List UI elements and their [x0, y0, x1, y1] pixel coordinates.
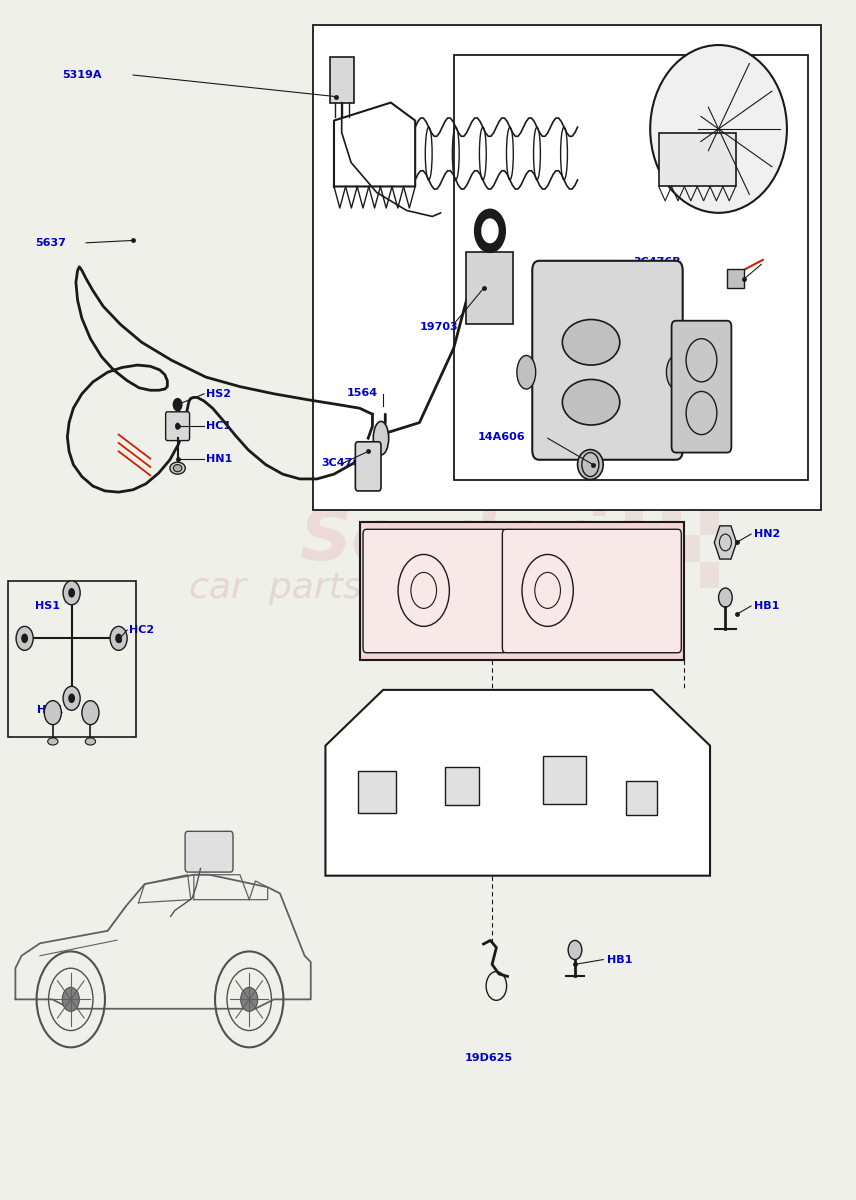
- FancyBboxPatch shape: [502, 529, 681, 653]
- Ellipse shape: [562, 379, 620, 425]
- Ellipse shape: [667, 355, 686, 389]
- Text: 19D625: 19D625: [465, 1052, 513, 1063]
- Circle shape: [82, 701, 99, 725]
- Circle shape: [21, 634, 28, 643]
- Text: car  parts: car parts: [188, 571, 361, 605]
- FancyBboxPatch shape: [363, 529, 506, 653]
- Text: HB1: HB1: [754, 601, 780, 611]
- Polygon shape: [325, 690, 710, 876]
- Text: HN2: HN2: [754, 529, 781, 539]
- Text: 3C476A: 3C476A: [321, 458, 369, 468]
- Circle shape: [241, 988, 258, 1012]
- Ellipse shape: [562, 319, 620, 365]
- Circle shape: [68, 588, 75, 598]
- FancyBboxPatch shape: [355, 442, 381, 491]
- Circle shape: [16, 626, 33, 650]
- Bar: [312, 25, 821, 510]
- Circle shape: [568, 941, 582, 960]
- Bar: [467, 252, 514, 324]
- Circle shape: [63, 581, 80, 605]
- Circle shape: [68, 694, 75, 703]
- FancyBboxPatch shape: [532, 260, 683, 460]
- Bar: [454, 55, 808, 480]
- Polygon shape: [714, 526, 736, 559]
- Text: 5637: 5637: [35, 238, 66, 248]
- Circle shape: [63, 686, 80, 710]
- Bar: [625, 509, 644, 535]
- Bar: [644, 535, 663, 562]
- Circle shape: [718, 588, 732, 607]
- Ellipse shape: [169, 462, 185, 474]
- FancyBboxPatch shape: [185, 832, 233, 872]
- Text: HS2: HS2: [205, 389, 231, 398]
- Circle shape: [45, 701, 62, 725]
- Circle shape: [175, 422, 180, 430]
- Bar: [681, 482, 699, 509]
- Bar: [625, 562, 644, 588]
- Text: HC1: HC1: [205, 421, 231, 431]
- Text: HB1: HB1: [608, 954, 633, 965]
- Ellipse shape: [173, 464, 181, 472]
- Circle shape: [173, 398, 181, 410]
- Text: 19703: 19703: [419, 322, 458, 331]
- Bar: [681, 535, 699, 562]
- Bar: [627, 780, 657, 815]
- Text: 14A606: 14A606: [478, 432, 526, 442]
- Bar: [663, 456, 681, 482]
- Bar: [358, 770, 395, 812]
- Ellipse shape: [578, 450, 603, 480]
- Text: 3C476B: 3C476B: [633, 257, 681, 266]
- Polygon shape: [360, 522, 685, 660]
- Bar: [727, 269, 744, 288]
- Text: HN1: HN1: [37, 706, 62, 715]
- Ellipse shape: [651, 46, 787, 212]
- Bar: [699, 562, 718, 588]
- Text: HC2: HC2: [129, 625, 154, 635]
- Ellipse shape: [48, 738, 58, 745]
- Ellipse shape: [373, 421, 389, 455]
- FancyBboxPatch shape: [165, 412, 189, 440]
- Text: Scuderia: Scuderia: [300, 505, 656, 575]
- Bar: [625, 456, 644, 482]
- Text: 5319B: 5319B: [479, 521, 519, 530]
- Bar: [544, 756, 586, 804]
- Text: 1564: 1564: [347, 388, 378, 397]
- Bar: [445, 767, 479, 805]
- Bar: [663, 562, 681, 588]
- Text: HN1: HN1: [205, 454, 232, 463]
- Bar: [330, 58, 354, 102]
- Bar: [699, 509, 718, 535]
- Bar: [663, 509, 681, 535]
- Circle shape: [110, 626, 128, 650]
- Bar: [644, 482, 663, 509]
- Ellipse shape: [86, 738, 96, 745]
- Text: 5319A: 5319A: [62, 70, 102, 80]
- Ellipse shape: [517, 355, 536, 389]
- Bar: [699, 456, 718, 482]
- Circle shape: [62, 988, 80, 1012]
- FancyBboxPatch shape: [672, 320, 731, 452]
- Circle shape: [116, 634, 122, 643]
- Bar: [8, 581, 136, 737]
- Text: HS1: HS1: [35, 601, 60, 611]
- Bar: [659, 132, 735, 186]
